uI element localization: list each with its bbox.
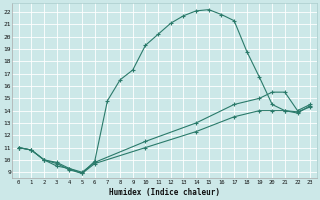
- X-axis label: Humidex (Indice chaleur): Humidex (Indice chaleur): [109, 188, 220, 197]
